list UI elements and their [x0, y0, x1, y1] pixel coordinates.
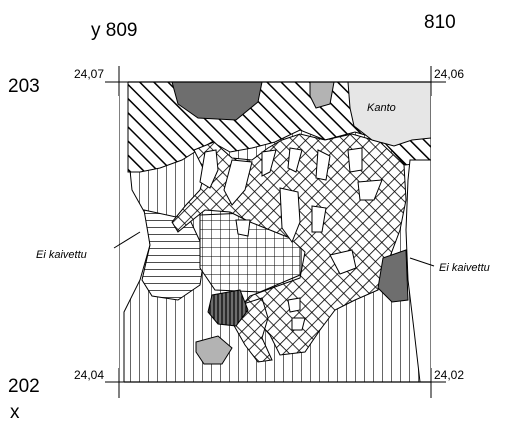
void	[223, 159, 253, 206]
y-coordinate-label-right: 810	[424, 12, 456, 33]
x-coordinate-label-bottom: 202	[8, 376, 40, 397]
square-frame	[124, 81, 431, 383]
light-stone-top	[309, 82, 335, 109]
stone-top	[171, 82, 263, 121]
light-stone-bottom	[195, 335, 233, 365]
striped-stone	[207, 289, 249, 327]
leader-line-left	[113, 231, 141, 249]
unexcavated-label-right: Ei kaivettu	[439, 262, 490, 274]
x-axis-label: x	[10, 402, 20, 421]
stump	[347, 82, 431, 147]
void	[347, 147, 363, 173]
elevation-top-right: 24,06	[434, 67, 464, 81]
x-coordinate-label-top: 203	[8, 76, 40, 97]
excavation-square	[119, 82, 431, 382]
stump-label: Kanto	[367, 102, 396, 114]
void	[279, 187, 301, 244]
void	[291, 317, 306, 331]
void	[261, 149, 277, 177]
elevation-top-left: 24,07	[74, 67, 104, 81]
void	[287, 297, 301, 313]
void	[235, 219, 251, 237]
void	[287, 147, 303, 173]
leader-line-right	[409, 257, 435, 267]
unexcavated-label-left: Ei kaivettu	[36, 249, 87, 261]
void	[329, 249, 357, 275]
void	[315, 149, 331, 181]
unexcavated-strip-right	[405, 82, 431, 382]
elevation-bottom-right: 24,02	[434, 368, 464, 382]
void	[357, 179, 383, 201]
horizontal-hatch-area	[141, 209, 206, 301]
void	[311, 205, 327, 233]
y-coordinate-label-left: y 809	[91, 20, 137, 41]
elevation-bottom-left: 24,04	[74, 368, 104, 382]
stone-right	[377, 249, 409, 303]
void	[199, 149, 219, 189]
